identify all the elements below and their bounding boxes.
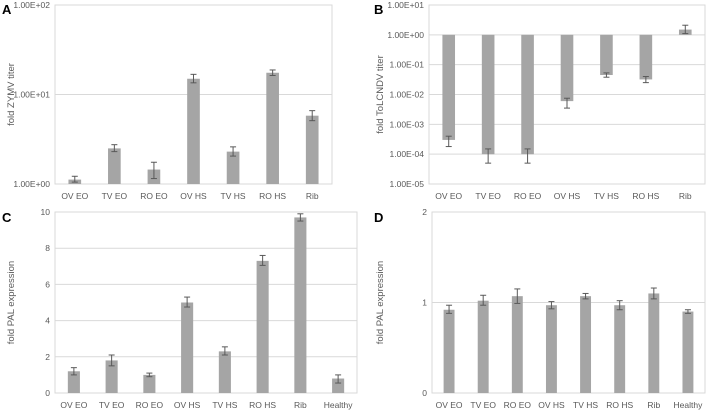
bar [226, 151, 240, 184]
x-tick-label: RO EO [136, 400, 164, 410]
bar [477, 300, 489, 393]
x-tick-label: RO HS [632, 191, 659, 201]
bar [682, 311, 694, 393]
y-axis-title: fold ToLCNDV titer [375, 55, 386, 134]
y-tick-label: 1 [422, 298, 427, 308]
y-tick-label: 2 [45, 352, 50, 362]
y-axis-title: fold ZYMV titer [6, 63, 17, 126]
panel-label: A [2, 2, 12, 17]
x-tick-label: TV HS [573, 400, 598, 410]
bar [181, 302, 194, 393]
x-tick-label: OV HS [174, 400, 201, 410]
y-tick-label: 4 [45, 316, 50, 326]
y-tick-label: 1.00E-02 [390, 90, 425, 100]
panel-label: D [374, 210, 383, 225]
x-tick-label: TV EO [102, 191, 128, 201]
bar [600, 34, 613, 76]
bar [187, 78, 200, 184]
bar [442, 34, 456, 140]
x-tick-label: TV EO [475, 191, 501, 201]
x-tick-label: TV EO [470, 400, 496, 410]
y-tick-label: 1.00E-04 [390, 149, 425, 159]
bar [105, 360, 118, 393]
bar [614, 305, 626, 393]
x-tick-label: RO EO [514, 191, 542, 201]
bar [639, 34, 653, 80]
x-tick-label: Rib [306, 191, 319, 201]
y-tick-label: 1.00E+01 [13, 90, 50, 100]
y-axis-title: fold PAL expression [6, 261, 17, 344]
x-tick-label: OV HS [554, 191, 581, 201]
bar [266, 72, 279, 184]
panel-b: 1.00E-05 1.00E-04 1.00E-03 1.00E-02 1.00E-01… [374, 0, 706, 201]
bar [218, 351, 231, 393]
y-tick-label: 10 [41, 207, 51, 217]
bar [332, 378, 345, 393]
bar [580, 296, 592, 393]
y-tick-label: 1.00E-01 [390, 60, 425, 70]
x-tick-label: TV HS [221, 191, 246, 201]
bar [560, 34, 574, 102]
y-tick-label: 6 [45, 279, 50, 289]
y-axis-title: fold PAL expression [375, 261, 386, 344]
bar [481, 34, 495, 155]
x-tick-label: Rib [294, 400, 307, 410]
y-tick-label: 1.00E+02 [13, 0, 50, 10]
x-tick-label: Rib [679, 191, 692, 201]
bar [443, 309, 455, 393]
panel-label: B [374, 2, 383, 17]
x-tick-label: RO HS [259, 191, 286, 201]
x-tick-label: RO EO [504, 400, 532, 410]
x-tick-label: RO HS [249, 400, 276, 410]
plot-frame [54, 211, 358, 394]
x-tick-label: Healthy [674, 400, 704, 410]
x-tick-label: RO HS [606, 400, 633, 410]
x-tick-label: OV HS [538, 400, 565, 410]
y-tick-label: 1.00E+00 [387, 30, 424, 40]
y-tick-label: 0 [422, 388, 427, 398]
x-tick-label: OV HS [180, 191, 207, 201]
y-tick-label: 1.00E-05 [390, 179, 425, 189]
x-tick-label: OV EO [436, 400, 463, 410]
y-tick-label: 1.00E+00 [13, 179, 50, 189]
x-tick-label: OV EO [435, 191, 462, 201]
bar [511, 296, 523, 393]
x-tick-label: TV HS [212, 400, 237, 410]
bar [143, 374, 156, 393]
panel-label: C [2, 210, 12, 225]
y-tick-label: 0 [45, 388, 50, 398]
y-tick-label: 2 [422, 207, 427, 217]
y-tick-label: 1.00E+01 [387, 0, 424, 10]
x-tick-label: Rib [647, 400, 660, 410]
bar [294, 217, 307, 393]
y-tick-label: 1.00E-03 [390, 119, 425, 129]
y-tick-label: 8 [45, 243, 50, 253]
bar [545, 305, 557, 393]
x-tick-label: RO EO [140, 191, 168, 201]
x-tick-label: TV EO [99, 400, 125, 410]
x-tick-label: Healthy [324, 400, 354, 410]
x-tick-label: TV HS [594, 191, 619, 201]
bar [648, 293, 660, 393]
x-tick-label: OV EO [61, 191, 88, 201]
x-tick-label: OV EO [60, 400, 87, 410]
bar [256, 260, 269, 393]
bar [108, 148, 121, 184]
bar [305, 115, 319, 184]
bar [67, 371, 80, 393]
bar [521, 34, 534, 155]
